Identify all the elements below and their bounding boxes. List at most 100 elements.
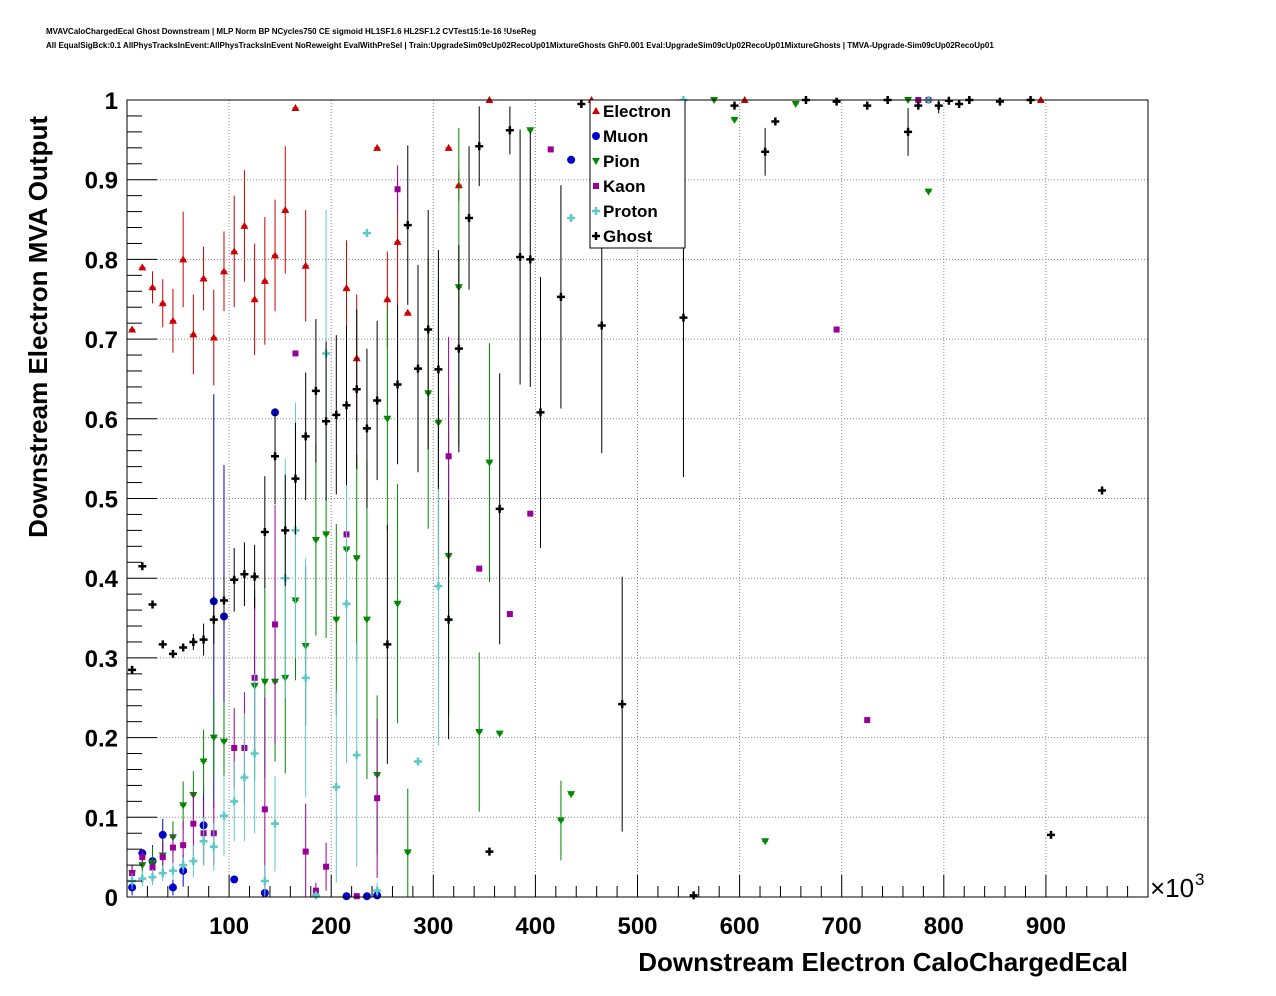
data-point-kaon xyxy=(292,350,299,357)
axis-tick-labels: 100 200 300 400 500 600 700 800 900 0 0.1 0.2 0.3 0.4… xyxy=(85,88,1066,940)
x-tick-label: 400 xyxy=(515,913,555,940)
data-point-pion xyxy=(791,100,800,108)
data-point-ghost xyxy=(332,410,341,419)
data-point-pion xyxy=(485,459,494,467)
data-point-ghost xyxy=(434,365,443,374)
data-point-ghost xyxy=(454,344,463,353)
data-point-ghost xyxy=(863,101,872,110)
data-point-pion xyxy=(556,817,565,825)
x-tick-label: 700 xyxy=(822,913,862,940)
y-tick-label: 0.5 xyxy=(85,487,118,514)
data-point-ghost xyxy=(128,665,137,674)
data-point-kaon xyxy=(180,842,187,849)
data-point-ghost xyxy=(322,417,331,426)
data-point-pion xyxy=(924,188,933,196)
data-point-ghost xyxy=(955,99,964,108)
data-point-ghost xyxy=(179,643,188,652)
data-point-electron xyxy=(240,221,249,229)
data-point-ghost xyxy=(832,97,841,106)
legend-entry-muon: Muon xyxy=(592,127,648,146)
data-point-kaon xyxy=(323,863,330,870)
legend-label-ghost: Ghost xyxy=(603,227,652,246)
data-point-ghost xyxy=(444,615,453,624)
data-point-electron xyxy=(393,237,402,245)
data-point-electron xyxy=(148,283,157,291)
data-point-electron xyxy=(250,295,259,303)
legend-label-muon: Muon xyxy=(603,127,648,146)
data-point-electron xyxy=(128,325,137,333)
data-point-electron xyxy=(281,205,290,213)
data-point-proton xyxy=(240,773,249,782)
x-tick-label: 300 xyxy=(413,913,453,940)
data-point-electron xyxy=(230,247,239,255)
data-point-proton xyxy=(250,749,259,758)
data-point-ghost xyxy=(597,321,606,330)
legend-marker-electron xyxy=(592,107,600,114)
data-point-pion xyxy=(260,678,269,686)
data-point-ghost xyxy=(209,615,218,624)
legend-label-pion: Pion xyxy=(603,152,640,171)
data-point-ghost xyxy=(148,600,157,609)
data-point-ghost xyxy=(230,575,239,584)
data-point-ghost xyxy=(311,386,320,395)
data-point-pion xyxy=(403,849,412,857)
data-point-proton xyxy=(434,582,443,591)
data-point-pion xyxy=(526,127,535,135)
data-point-proton xyxy=(219,811,228,820)
data-point-proton xyxy=(209,842,218,851)
data-point-ghost xyxy=(475,142,484,151)
data-point-ghost xyxy=(413,364,422,373)
data-point-ghost xyxy=(934,101,943,110)
data-point-ghost xyxy=(138,562,147,571)
data-point-ghost xyxy=(914,101,923,110)
data-point-electron xyxy=(444,143,453,151)
data-series xyxy=(128,96,1107,901)
data-point-kaon xyxy=(864,717,871,724)
data-point-pion xyxy=(383,415,392,423)
x-tick-label: 800 xyxy=(924,913,964,940)
data-point-proton xyxy=(373,886,382,895)
data-point-kaon xyxy=(833,326,840,333)
data-point-ghost xyxy=(352,385,361,394)
y-tick-label: 0.7 xyxy=(85,327,118,354)
data-point-ghost xyxy=(577,99,586,108)
y-tick-label: 0.3 xyxy=(85,646,118,673)
data-point-pion xyxy=(352,555,361,563)
data-point-pion xyxy=(311,536,320,544)
x-tick-label: 900 xyxy=(1026,913,1066,940)
data-point-ghost xyxy=(168,649,177,658)
data-point-proton xyxy=(138,874,147,883)
data-point-electron xyxy=(179,255,188,263)
data-point-pion xyxy=(199,758,208,766)
x-tick-label: 100 xyxy=(209,913,249,940)
data-point-proton xyxy=(311,891,320,900)
data-point-electron xyxy=(168,316,177,324)
data-point-proton xyxy=(362,229,371,238)
data-point-ghost xyxy=(189,637,198,646)
data-point-electron xyxy=(291,103,300,111)
data-point-ghost xyxy=(485,847,494,856)
data-point-ghost xyxy=(403,221,412,230)
data-point-kaon xyxy=(394,186,401,193)
x-tick-label: 200 xyxy=(311,913,351,940)
data-point-muon xyxy=(168,883,177,892)
data-point-ghost xyxy=(771,117,780,126)
data-point-ghost xyxy=(689,891,698,900)
y-tick-label: 0.9 xyxy=(85,168,118,195)
y-tick-label: 0.6 xyxy=(85,407,118,434)
x-tick-label: 600 xyxy=(720,913,760,940)
legend-entry-kaon: Kaon xyxy=(593,177,646,196)
data-point-pion xyxy=(393,600,402,608)
legend-label-electron: Electron xyxy=(603,102,671,121)
data-point-kaon xyxy=(527,510,534,517)
data-point-kaon xyxy=(159,854,166,861)
data-point-electron xyxy=(199,274,208,282)
legend: Electron Muon Pion Kaon Proton Ghost xyxy=(589,99,686,249)
y-tick-label: 0 xyxy=(105,885,118,912)
data-point-pion xyxy=(730,116,739,124)
data-point-ghost xyxy=(250,572,259,581)
legend-marker-muon xyxy=(592,132,600,140)
data-point-electron xyxy=(219,267,228,275)
data-point-ghost xyxy=(362,424,371,433)
